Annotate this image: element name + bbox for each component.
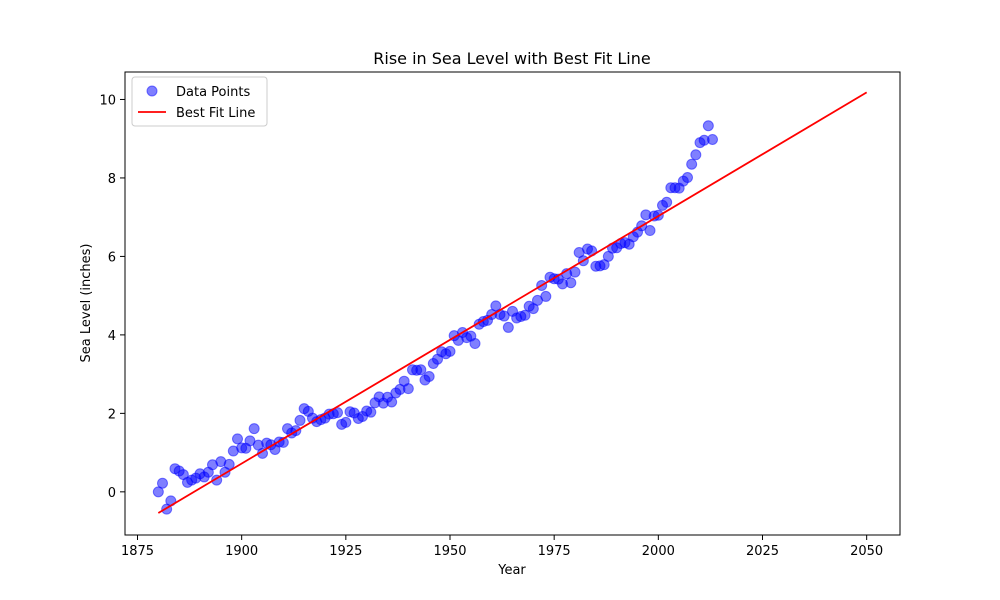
- data-points-layer: [152, 120, 718, 515]
- data-point: [569, 266, 581, 278]
- x-tick-label: 2025: [746, 544, 779, 559]
- best-fit-line: [157, 91, 868, 514]
- data-point: [248, 423, 260, 435]
- y-tick-label: 4: [108, 329, 116, 344]
- x-axis-ticks: 1875 1900 1925 1950 1975 2000 2025 2050: [121, 535, 883, 559]
- data-point: [702, 120, 714, 132]
- data-point: [540, 290, 552, 302]
- y-tick-label: 2: [108, 407, 116, 422]
- data-point: [444, 345, 456, 357]
- legend-box: [131, 76, 268, 127]
- data-point: [365, 406, 377, 418]
- x-tick-label: 1900: [225, 544, 258, 559]
- data-point: [402, 383, 414, 395]
- data-point: [502, 321, 514, 333]
- data-point: [386, 396, 398, 408]
- x-tick-label: 1925: [329, 544, 362, 559]
- data-point: [707, 133, 718, 145]
- chart-title: Rise in Sea Level with Best Fit Line: [373, 49, 650, 68]
- y-tick-label: 8: [108, 172, 116, 187]
- data-point: [490, 300, 502, 312]
- data-point: [232, 433, 243, 445]
- x-tick-label: 1975: [538, 544, 571, 559]
- data-point: [565, 277, 577, 289]
- data-point: [423, 370, 435, 382]
- x-tick-label: 1950: [433, 544, 466, 559]
- y-tick-label: 6: [108, 250, 116, 265]
- y-axis-label: Sea Level (inches): [79, 244, 94, 363]
- x-tick-label: 2000: [642, 544, 675, 559]
- data-point: [152, 486, 164, 498]
- data-point: [690, 149, 702, 161]
- legend-label-data-points: Data Points: [176, 85, 250, 100]
- legend-scatter-marker: [146, 85, 158, 97]
- data-point: [682, 172, 693, 184]
- x-tick-label: 2050: [850, 544, 883, 559]
- data-point: [469, 338, 481, 350]
- data-point: [519, 309, 531, 321]
- y-axis-ticks: 0 2 4 6 8 10: [99, 93, 125, 501]
- data-point: [686, 158, 698, 170]
- best-fit-line-layer: [157, 91, 868, 514]
- y-tick-label: 10: [99, 93, 116, 108]
- data-point: [644, 225, 656, 237]
- data-point: [498, 310, 510, 322]
- legend: Data Points Best Fit Line: [131, 76, 268, 127]
- data-point: [294, 414, 306, 426]
- x-axis-label: Year: [497, 563, 526, 578]
- x-tick-label: 1875: [121, 544, 154, 559]
- data-point: [661, 196, 673, 208]
- data-point: [415, 364, 427, 376]
- data-point: [340, 416, 352, 428]
- legend-label-best-fit-line: Best Fit Line: [176, 106, 255, 121]
- plot-frame: [124, 71, 901, 536]
- data-point: [157, 477, 168, 489]
- y-tick-label: 0: [108, 486, 116, 501]
- data-point: [223, 458, 235, 470]
